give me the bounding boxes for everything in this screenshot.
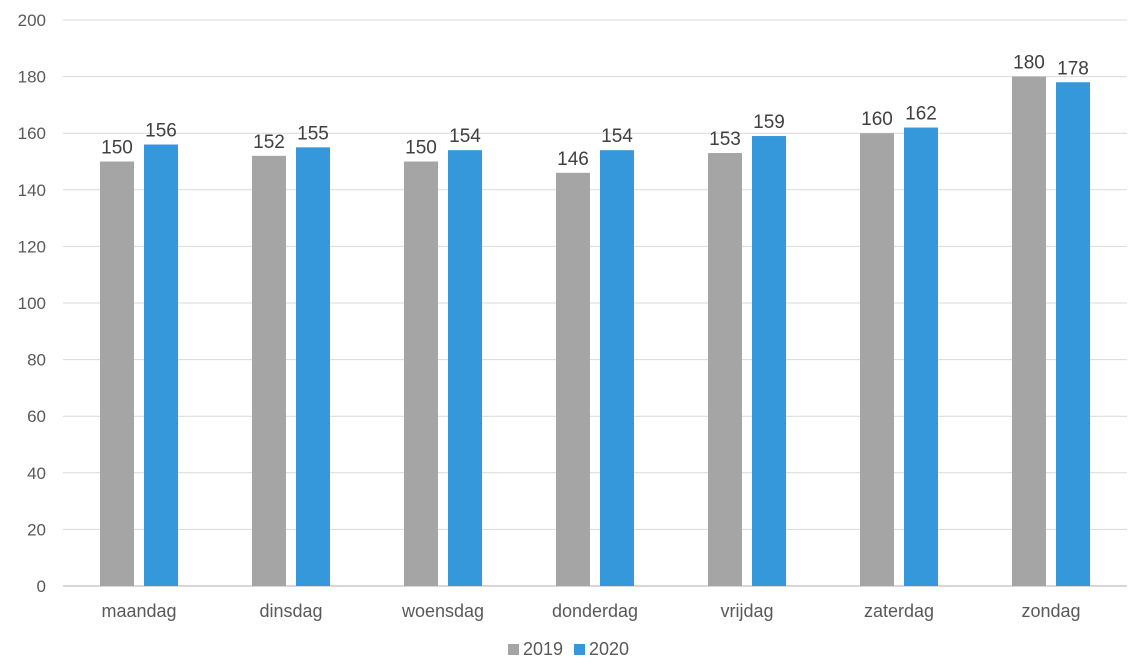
- bar-2020-zaterdag: [904, 127, 938, 586]
- legend-swatch-2020: [574, 644, 585, 655]
- category-label: woensdag: [401, 601, 484, 621]
- data-label: 150: [101, 138, 133, 159]
- data-label: 156: [145, 121, 177, 142]
- legend-label: 2020: [589, 639, 629, 659]
- data-label: 154: [449, 126, 481, 147]
- category-label: dinsdag: [259, 601, 322, 621]
- data-label: 155: [297, 123, 329, 144]
- x-axis-categories: maandag dinsdag woensdag donderdag vrijdag za…: [101, 601, 1080, 621]
- bars: [100, 76, 1090, 586]
- bar-2020-donderdag: [600, 150, 634, 586]
- bar-2019-dinsdag: [252, 155, 286, 586]
- bar-2019-zaterdag: [860, 133, 894, 586]
- category-label: zondag: [1021, 601, 1080, 621]
- data-label: 180: [1013, 53, 1045, 74]
- bar-2019-woensdag: [404, 161, 438, 586]
- bar-2020-vrijdag: [752, 136, 786, 586]
- bar-2019-zondag: [1012, 76, 1046, 586]
- y-tick-label: 200: [18, 11, 46, 30]
- y-tick-label: 100: [18, 294, 46, 313]
- y-tick-label: 140: [18, 181, 46, 200]
- y-tick-label: 160: [18, 124, 46, 143]
- legend-label: 2019: [523, 639, 563, 659]
- category-label: maandag: [101, 601, 176, 621]
- y-tick-label: 20: [27, 520, 46, 539]
- bar-2020-maandag: [144, 144, 178, 586]
- data-label: 162: [905, 104, 937, 125]
- data-label: 146: [557, 149, 589, 170]
- y-tick-label: 0: [37, 577, 46, 596]
- category-label: donderdag: [552, 601, 638, 621]
- bar-2020-zondag: [1056, 82, 1090, 586]
- legend: 2019 2020: [508, 639, 629, 659]
- data-label: 159: [753, 112, 785, 133]
- data-label: 160: [861, 109, 893, 130]
- data-label: 178: [1057, 58, 1089, 79]
- y-tick-label: 60: [27, 407, 46, 426]
- bar-2020-woensdag: [448, 150, 482, 586]
- data-labels: 150 156 152 155 150 154 146 154 153 159 160 162 180 1…: [101, 53, 1089, 170]
- category-label: zaterdag: [864, 601, 934, 621]
- bar-2019-vrijdag: [708, 153, 742, 586]
- data-label: 150: [405, 138, 437, 159]
- category-label: vrijdag: [720, 601, 773, 621]
- data-label: 153: [709, 129, 741, 150]
- y-tick-label: 120: [18, 237, 46, 256]
- data-label: 152: [253, 132, 285, 153]
- data-label: 154: [601, 126, 633, 147]
- legend-swatch-2019: [508, 644, 519, 655]
- bar-2019-donderdag: [556, 172, 590, 586]
- y-axis-ticks: 0 20 40 60 80 100 120 140 160 180 200: [18, 11, 46, 596]
- y-tick-label: 80: [27, 351, 46, 370]
- gridlines: [63, 19, 1127, 587]
- bar-2019-maandag: [100, 161, 134, 586]
- y-tick-label: 180: [18, 68, 46, 87]
- bar-2020-dinsdag: [296, 147, 330, 586]
- y-tick-label: 40: [27, 464, 46, 483]
